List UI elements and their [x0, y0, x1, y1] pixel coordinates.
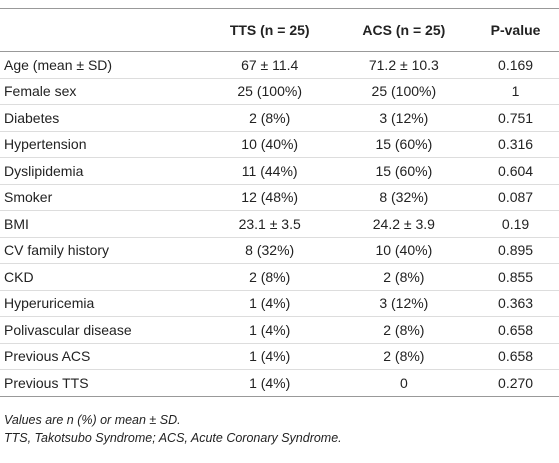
cell: 0.895 [472, 237, 559, 264]
row-label: Hypertension [0, 131, 204, 158]
table-row: Dyslipidemia 11 (44%) 15 (60%) 0.604 [0, 157, 559, 185]
cell: 25 (100%) [335, 78, 473, 105]
cell: 1 [472, 78, 559, 105]
cell: 1 (4%) [203, 343, 336, 370]
header-row: TTS (n = 25) ACS (n = 25) P-value [0, 8, 559, 52]
footnotes: Values are n (%) or mean ± SD. TTS, Takot… [0, 411, 559, 447]
header-cell: P-value [472, 8, 559, 52]
cell: 10 (40%) [203, 131, 336, 158]
cell: 23.1 ± 3.5 [203, 210, 336, 238]
cell: 15 (60%) [335, 131, 473, 158]
table-row: CV family history 8 (32%) 10 (40%) 0.895 [0, 237, 559, 264]
table-row: Hypertension 10 (40%) 15 (60%) 0.316 [0, 131, 559, 158]
cell: 15 (60%) [335, 157, 473, 185]
cell: 1 (4%) [203, 316, 336, 344]
table-row: Female sex 25 (100%) 25 (100%) 1 [0, 78, 559, 105]
cell: 10 (40%) [335, 237, 473, 264]
header-cell: ACS (n = 25) [335, 8, 473, 52]
cell: 0.604 [472, 157, 559, 185]
row-label: Smoker [0, 184, 204, 211]
table-row: Previous TTS 1 (4%) 0 0.270 [0, 369, 559, 397]
cell: 0.658 [472, 316, 559, 344]
table-row: Smoker 12 (48%) 8 (32%) 0.087 [0, 184, 559, 211]
cell: 2 (8%) [335, 316, 473, 344]
row-label: Polivascular disease [0, 316, 204, 344]
cell: 0.658 [472, 343, 559, 370]
table-row: CKD 2 (8%) 2 (8%) 0.855 [0, 263, 559, 291]
row-label: Female sex [0, 78, 204, 105]
cell: 1 (4%) [203, 290, 336, 317]
data-table: TTS (n = 25) ACS (n = 25) P-value Age (mea… [0, 8, 559, 397]
row-label: Hyperuricemia [0, 290, 204, 317]
table-row: Diabetes 2 (8%) 3 (12%) 0.751 [0, 104, 559, 132]
cell: 71.2 ± 10.3 [335, 51, 473, 79]
cell: 2 (8%) [203, 263, 336, 291]
cell: 0.169 [472, 51, 559, 79]
cell: 24.2 ± 3.9 [335, 210, 473, 238]
cell: 8 (32%) [203, 237, 336, 264]
cell: 3 (12%) [335, 290, 473, 317]
row-label: Age (mean ± SD) [0, 51, 204, 79]
row-label: Previous ACS [0, 343, 204, 370]
row-label: Diabetes [0, 104, 204, 132]
note: TTS, Takotsubo Syndrome; ACS, Acute Coro… [4, 430, 342, 445]
cell: 11 (44%) [203, 157, 336, 185]
cell: 1 (4%) [203, 369, 336, 397]
table-row: Hyperuricemia 1 (4%) 3 (12%) 0.363 [0, 290, 559, 317]
cell: 8 (32%) [335, 184, 473, 211]
note: Values are n (%) or mean ± SD. [4, 412, 181, 427]
row-label: Previous TTS [0, 369, 204, 397]
row-label: Dyslipidemia [0, 157, 204, 185]
cell: 0.316 [472, 131, 559, 158]
table-row: Previous ACS 1 (4%) 2 (8%) 0.658 [0, 343, 559, 370]
cell: 0.270 [472, 369, 559, 397]
cell: 2 (8%) [335, 263, 473, 291]
header-cell: TTS (n = 25) [203, 8, 336, 52]
cell: 0.855 [472, 263, 559, 291]
cell: 12 (48%) [203, 184, 336, 211]
table-body: Age (mean ± SD) 67 ± 11.4 71.2 ± 10.3 0.169… [0, 51, 559, 397]
cell: 0.087 [472, 184, 559, 211]
cell: 0.19 [472, 210, 559, 238]
cell: 2 (8%) [335, 343, 473, 370]
cell: 0 [335, 369, 473, 397]
cell: 25 (100%) [203, 78, 336, 105]
table-row: Polivascular disease 1 (4%) 2 (8%) 0.658 [0, 316, 559, 344]
header-cell [0, 8, 204, 52]
row-label: CV family history [0, 237, 204, 264]
table-row: BMI 23.1 ± 3.5 24.2 ± 3.9 0.19 [0, 210, 559, 238]
cell: 67 ± 11.4 [203, 51, 336, 79]
cell: 0.363 [472, 290, 559, 317]
page: TTS (n = 25) ACS (n = 25) P-value Age (mea… [0, 8, 559, 463]
cell: 2 (8%) [203, 104, 336, 132]
row-label: BMI [0, 210, 204, 238]
cell: 3 (12%) [335, 104, 473, 132]
cell: 0.751 [472, 104, 559, 132]
row-label: CKD [0, 263, 204, 291]
table-row: Age (mean ± SD) 67 ± 11.4 71.2 ± 10.3 0.169 [0, 51, 559, 79]
